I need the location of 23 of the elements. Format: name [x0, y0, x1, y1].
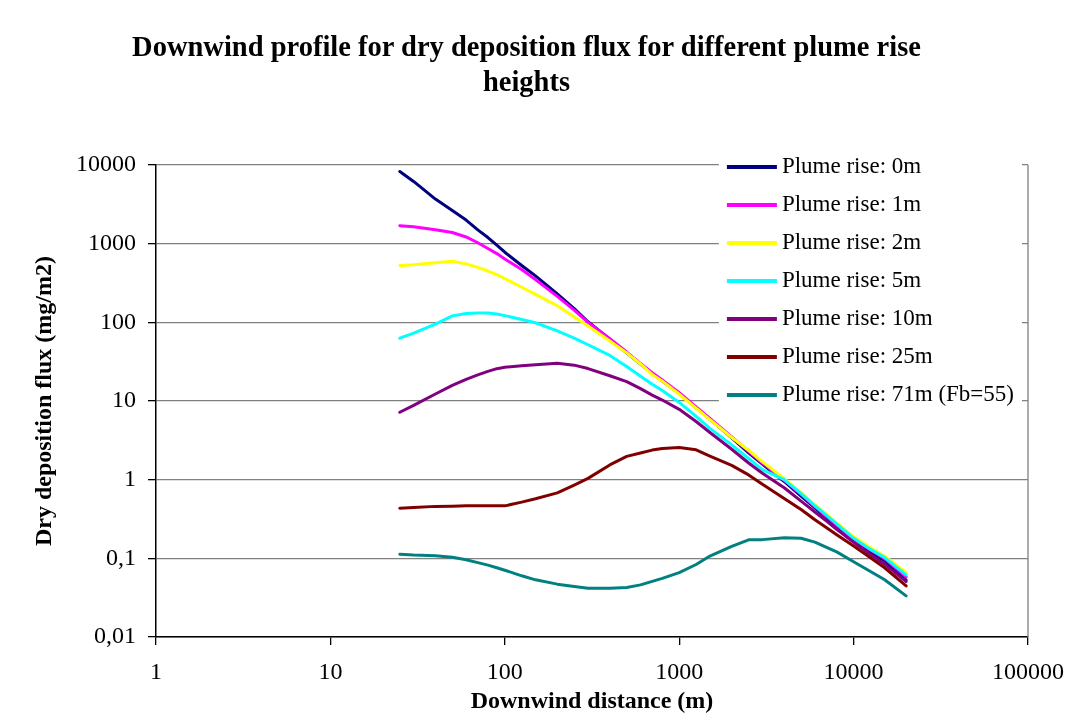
y-tick-label: 10 [112, 386, 136, 413]
x-tick-label: 1 [150, 657, 162, 684]
legend-label: Plume rise: 1m [781, 191, 922, 217]
legend-label: Plume rise: 10m [781, 305, 933, 331]
legend-label: Plume rise: 2m [781, 229, 922, 255]
x-tick-label: 10000 [823, 657, 884, 684]
legend-label: Plume rise: 71m (Fb=55) [781, 381, 1015, 407]
x-tick-label: 1000 [655, 657, 704, 684]
chart-title: Downwind profile for dry deposition flux for different plume rise heights [132, 30, 921, 97]
legend-label: Plume rise: 25m [781, 343, 933, 369]
x-tick-label: 100 [486, 657, 523, 684]
y-axis-title: Dry deposition flux (mg/m2) [29, 256, 56, 547]
y-tick-label: 10000 [76, 150, 136, 177]
y-tick-label: 1000 [88, 229, 136, 256]
y-tick-label: 0,1 [106, 543, 136, 570]
x-tick-label: 100000 [992, 657, 1064, 684]
x-tick-label: 10 [318, 657, 343, 684]
y-tick-label: 0,01 [94, 622, 136, 649]
y-tick-label: 1 [124, 465, 136, 491]
legend-label: Plume rise: 5m [781, 267, 922, 293]
y-tick-label: 100 [100, 307, 136, 334]
legend-label: Plume rise: 0m [781, 153, 922, 179]
x-axis-title: Downwind distance (m) [470, 686, 714, 713]
